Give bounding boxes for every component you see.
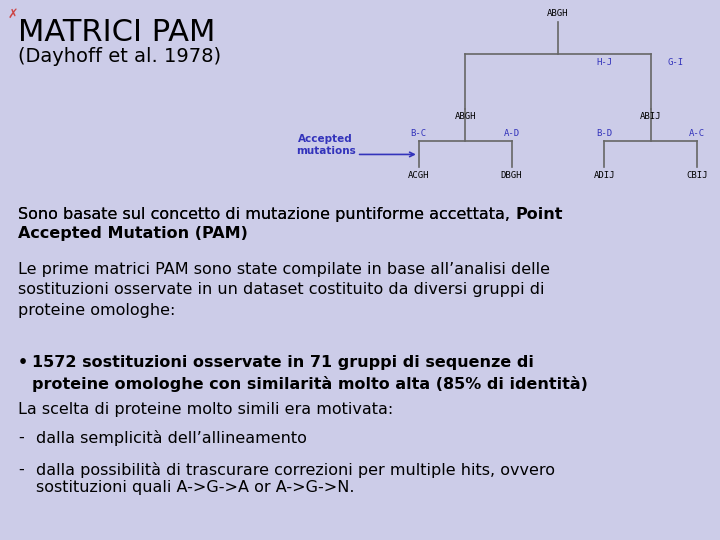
- Text: •: •: [18, 355, 28, 370]
- Text: ABGH: ABGH: [454, 112, 476, 122]
- Text: H-J: H-J: [596, 58, 613, 67]
- Text: CBIJ: CBIJ: [687, 171, 708, 180]
- Text: dalla possibilità di trascurare correzioni per multiple hits, ovvero: dalla possibilità di trascurare correzio…: [36, 462, 555, 478]
- Text: La scelta di proteine molto simili era motivata:: La scelta di proteine molto simili era m…: [18, 402, 393, 417]
- Text: Accepted
mutations: Accepted mutations: [296, 133, 356, 156]
- Text: ✗: ✗: [8, 8, 19, 21]
- Text: Point: Point: [515, 207, 562, 222]
- Text: (Dayhoff et al. 1978): (Dayhoff et al. 1978): [18, 47, 221, 66]
- Text: Sono basate sul concetto di mutazione puntiforme accettata,: Sono basate sul concetto di mutazione pu…: [18, 207, 515, 222]
- Text: A-C: A-C: [689, 129, 706, 138]
- Text: -: -: [18, 430, 24, 445]
- Text: ABGH: ABGH: [547, 9, 569, 18]
- Text: Sono basate sul concetto di mutazione puntiforme accettata,: Sono basate sul concetto di mutazione pu…: [18, 207, 515, 222]
- Text: ACGH: ACGH: [408, 171, 429, 180]
- Text: MATRICI PAM: MATRICI PAM: [18, 18, 215, 47]
- Text: G-I: G-I: [667, 58, 684, 67]
- Text: B-C: B-C: [410, 129, 427, 138]
- Text: -: -: [18, 462, 24, 477]
- Text: A-D: A-D: [503, 129, 520, 138]
- Text: DBGH: DBGH: [501, 171, 522, 180]
- Text: Le prime matrici PAM sono state compilate in base all’analisi delle
sostituzioni: Le prime matrici PAM sono state compilat…: [18, 262, 550, 318]
- Text: sostituzioni quali A->G->A or A->G->N.: sostituzioni quali A->G->A or A->G->N.: [36, 480, 354, 495]
- Text: dalla semplicità dell’allineamento: dalla semplicità dell’allineamento: [36, 430, 307, 446]
- Text: ABIJ: ABIJ: [640, 112, 662, 122]
- Text: 1572 sostituzioni osservate in 71 gruppi di sequenze di
proteine omologhe con si: 1572 sostituzioni osservate in 71 gruppi…: [32, 355, 588, 392]
- Text: Accepted Mutation (PAM): Accepted Mutation (PAM): [18, 226, 248, 241]
- Text: B-D: B-D: [596, 129, 613, 138]
- Text: ADIJ: ADIJ: [594, 171, 615, 180]
